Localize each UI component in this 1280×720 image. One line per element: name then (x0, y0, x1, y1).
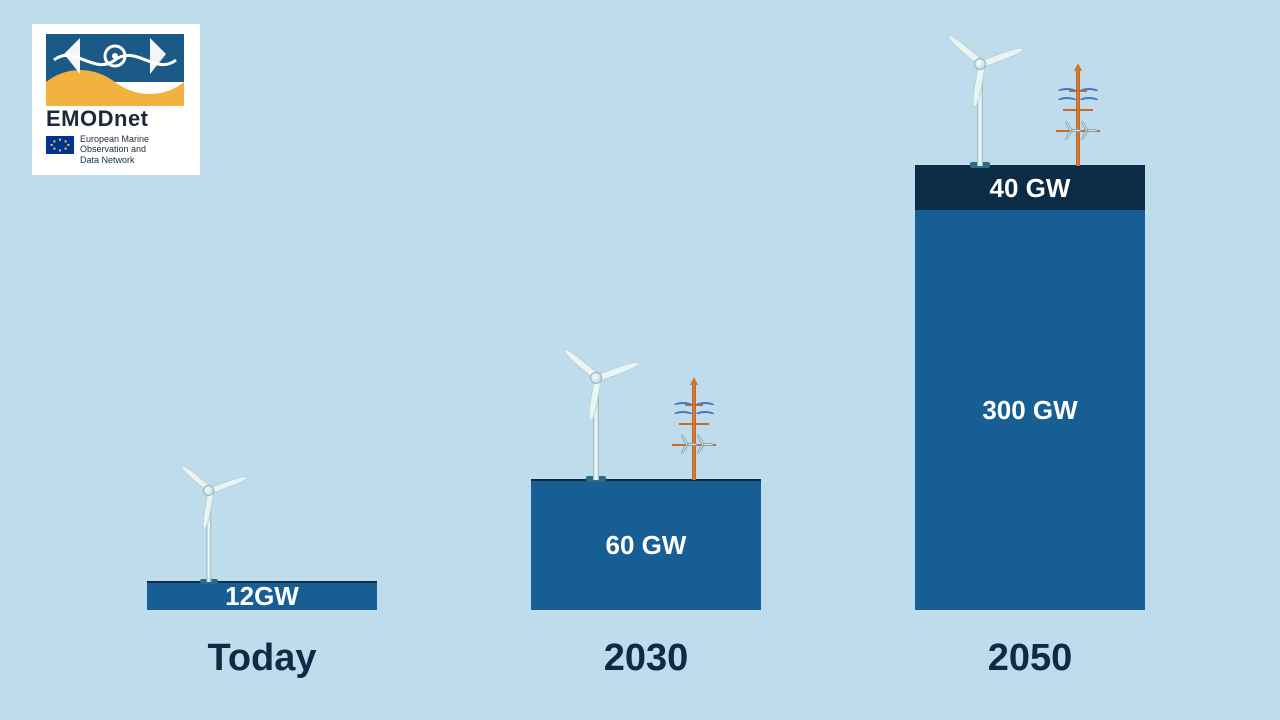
bar-x-label: Today (207, 637, 316, 680)
bar-value-label: 40 GW (990, 173, 1071, 204)
wind-turbine-icon (943, 56, 1033, 166)
bar-segment-other-ocean: 40 GW (915, 166, 1145, 210)
bar-group: 2030 60 GW (531, 0, 761, 720)
bar-x-label: 2030 (604, 637, 689, 680)
infographic-stage: EMODnetEuropean MarineObservation andDat… (0, 0, 1280, 720)
bar-group: 2050 40 GW 300 GW (915, 0, 1145, 720)
wind-turbine-icon (175, 483, 256, 582)
bar-group: Today 12GW (147, 0, 377, 720)
bar-value-label: 12GW (225, 581, 299, 612)
ocean-energy-mast-icon (1048, 71, 1108, 166)
bar-value-label: 300 GW (982, 395, 1077, 426)
bar-segment-wind: 300 GW (915, 210, 1145, 610)
bar-x-label: 2050 (988, 637, 1073, 680)
wind-turbine-icon (559, 370, 649, 480)
emodnet-subtitle: European MarineObservation andData Netwo… (80, 134, 149, 165)
bar-segment-wind: 12GW (147, 582, 377, 610)
bar-segment-wind: 60 GW (531, 480, 761, 610)
bar-value-label: 60 GW (606, 530, 687, 561)
eu-flag-icon (46, 136, 74, 154)
ocean-energy-mast-icon (664, 385, 724, 480)
